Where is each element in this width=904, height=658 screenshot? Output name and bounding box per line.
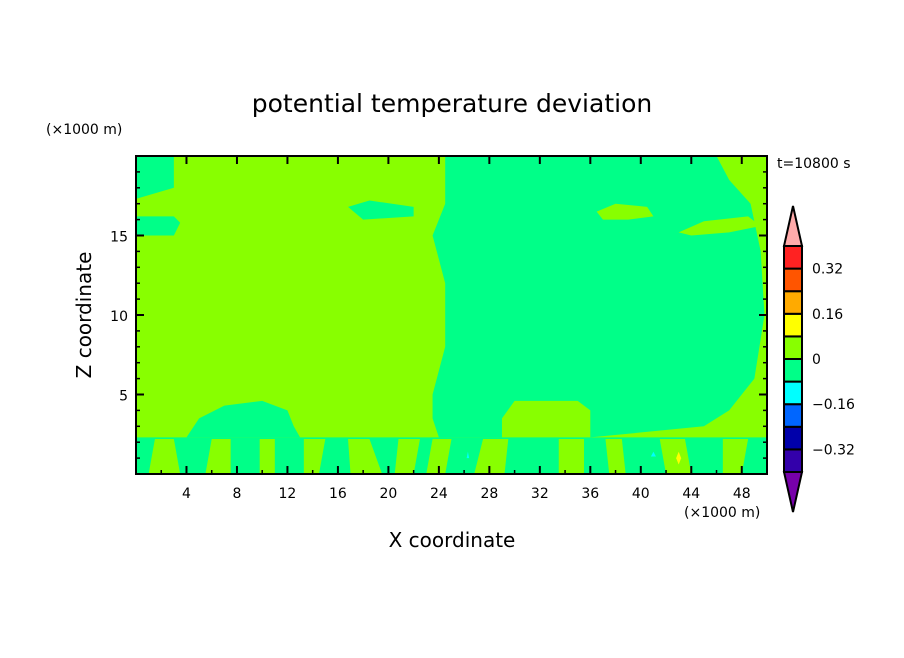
colorbar-swatch	[783, 290, 803, 315]
colorbar-label: 0.16	[812, 307, 843, 323]
colorbar: 0.32 0.16 0 −0.16 −0.32	[782, 205, 855, 513]
x-tick-label: 8	[232, 486, 241, 502]
colorbar-swatch	[783, 403, 803, 428]
x-tick-label: 4	[182, 486, 191, 502]
colorbar-label: 0	[812, 352, 821, 368]
contour-region	[394, 439, 420, 474]
x-tick-label: 28	[480, 486, 498, 502]
plot-area	[136, 156, 767, 474]
colorbar-swatch	[783, 312, 803, 338]
colorbar-under-arrow	[782, 471, 804, 513]
contour-region	[558, 439, 585, 474]
x-tick-label: 36	[581, 486, 599, 502]
y-tick-label: 15	[110, 230, 128, 246]
contour-region	[474, 439, 509, 474]
contour-region	[676, 451, 682, 465]
x-unit-label: (×1000 m)	[684, 505, 760, 521]
contour-region	[205, 439, 231, 474]
contour-region	[432, 156, 765, 438]
contour-region	[348, 439, 383, 474]
contour-region	[596, 203, 654, 220]
contour-region	[678, 216, 761, 236]
colorbar-swatch	[783, 245, 803, 270]
colorbar-label: −0.16	[812, 397, 855, 413]
colorbar-swatch	[783, 267, 803, 293]
colorbar-swatch	[783, 358, 803, 383]
contour-region	[148, 439, 181, 474]
colorbar-swatch	[783, 448, 803, 473]
y-unit-label: (×1000 m)	[46, 122, 122, 138]
x-tick-label: 44	[682, 486, 700, 502]
y-tick-label: 10	[110, 309, 128, 325]
colorbar-over-arrow	[782, 205, 804, 247]
x-tick-label: 20	[379, 486, 397, 502]
colorbar-label: 0.32	[812, 262, 843, 278]
contour-region	[650, 451, 656, 457]
contour-region	[186, 400, 301, 438]
contour-region	[466, 451, 470, 459]
y-axis-label: Z coordinate	[72, 252, 96, 379]
colorbar-label: −0.32	[812, 442, 855, 458]
colorbar-swatch	[783, 380, 803, 406]
x-tick-label: 12	[279, 486, 297, 502]
contour-region	[259, 439, 275, 474]
x-tick-label: 32	[531, 486, 549, 502]
x-tick-label: 48	[733, 486, 751, 502]
contour-region	[659, 439, 692, 474]
x-tick-label: 24	[430, 486, 448, 502]
contour-region	[136, 156, 174, 199]
chart-title: potential temperature deviation	[252, 89, 652, 118]
contour-region	[426, 439, 452, 474]
contour-region	[722, 439, 749, 474]
colorbar-swatch	[783, 425, 803, 451]
time-label: t=10800 s	[777, 156, 851, 172]
y-tick-label: 5	[119, 389, 128, 405]
contour-region	[303, 439, 326, 474]
contour-region	[136, 216, 181, 236]
x-tick-label: 40	[632, 486, 650, 502]
colorbar-swatch	[783, 335, 803, 360]
x-tick-label: 16	[329, 486, 347, 502]
x-axis-label: X coordinate	[389, 528, 516, 552]
contour-region	[348, 200, 414, 220]
contour-region	[605, 439, 626, 474]
